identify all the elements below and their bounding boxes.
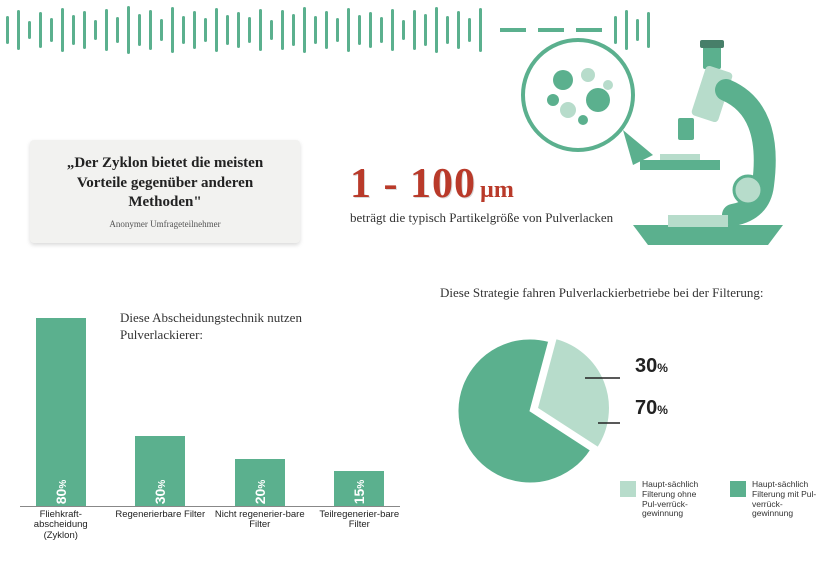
bar-rect: 20% bbox=[235, 459, 285, 506]
bar-category-label: Nicht regenerier-bare Filter bbox=[215, 510, 305, 531]
particle-unit: µm bbox=[480, 177, 514, 203]
particle-headline: 1 - 100 µm beträgt die typisch Partikelg… bbox=[350, 160, 650, 227]
bar-rect: 30% bbox=[135, 436, 185, 507]
bar-column: 80%Fliehkraft-abscheidung (Zyklon) bbox=[20, 318, 102, 506]
bar-column: 30%Regenerierbare Filter bbox=[120, 436, 202, 507]
pie-chart: Diese Strategie fahren Pulverlackierbetr… bbox=[440, 285, 810, 555]
particle-subtitle: beträgt die typisch Partikelgröße von Pu… bbox=[350, 210, 650, 227]
pie-svg bbox=[450, 333, 620, 493]
pie-chart-title: Diese Strategie fahren Pulverlackierbetr… bbox=[440, 285, 810, 302]
pie-legend: Haupt-sächlich Filterung ohne Pul-verrüc… bbox=[620, 480, 818, 519]
quote-attribution: Anonymer Umfrageteilnehmer bbox=[48, 219, 282, 229]
bar-column: 15%Teilregenerier-bare Filter bbox=[319, 471, 401, 506]
bar-category-label: Fliehkraft-abscheidung (Zyklon) bbox=[16, 510, 106, 541]
bar-category-label: Regenerierbare Filter bbox=[115, 510, 205, 520]
legend-text: Haupt-sächlich Filterung ohne Pul-verrüc… bbox=[642, 480, 708, 519]
bar-category-label: Teilregenerier-bare Filter bbox=[314, 510, 404, 531]
bar-value-label: 30% bbox=[152, 480, 168, 504]
legend-item: Haupt-sächlich Filterung ohne Pul-verrüc… bbox=[620, 480, 708, 519]
bar-rect: 15% bbox=[334, 471, 384, 506]
bar-rect: 80% bbox=[36, 318, 86, 506]
bar-chart: Diese Abscheidungstechnik nutzen Pulverl… bbox=[20, 285, 420, 555]
particle-number: 1 - 100 bbox=[350, 161, 476, 207]
pie-callout-30: 30% bbox=[635, 355, 668, 378]
legend-text: Haupt-sächlich Filterung mit Pul-verrück… bbox=[752, 480, 818, 519]
pie-callout-70: 70% bbox=[635, 397, 668, 420]
bar-value-label: 15% bbox=[351, 480, 367, 504]
quote-text: „Der Zyklon bietet die meisten Vorteile … bbox=[48, 154, 282, 213]
quote-box: „Der Zyklon bietet die meisten Vorteile … bbox=[30, 140, 300, 243]
bars-row: 80%Fliehkraft-abscheidung (Zyklon) 30%Reg… bbox=[20, 317, 400, 507]
bar-value-label: 80% bbox=[53, 480, 69, 504]
bar-column: 20%Nicht regenerier-bare Filter bbox=[219, 459, 301, 506]
legend-item: Haupt-sächlich Filterung mit Pul-verrück… bbox=[730, 480, 818, 519]
legend-swatch bbox=[620, 481, 636, 497]
legend-swatch bbox=[730, 481, 746, 497]
bar-value-label: 20% bbox=[252, 480, 268, 504]
